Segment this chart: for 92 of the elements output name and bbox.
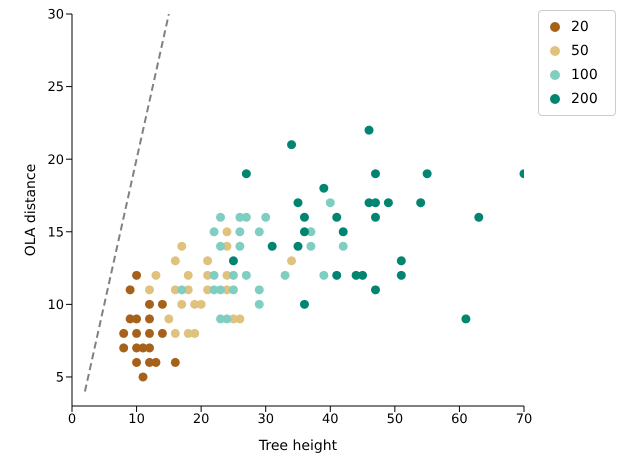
point — [216, 285, 226, 294]
point — [474, 212, 484, 222]
point — [235, 242, 244, 251]
point — [203, 256, 212, 266]
point — [384, 198, 393, 208]
point — [287, 256, 296, 266]
point — [144, 300, 154, 309]
point — [158, 328, 167, 338]
point — [126, 285, 135, 294]
point — [235, 227, 244, 236]
point — [280, 270, 290, 280]
point — [254, 300, 264, 309]
point — [144, 328, 154, 338]
y-axis-title: OLA distance — [22, 164, 39, 256]
point — [158, 300, 167, 309]
point — [132, 314, 142, 324]
y-tick-label: 10 — [47, 298, 64, 313]
point — [306, 242, 316, 251]
point — [196, 300, 206, 309]
point — [170, 358, 180, 367]
legend-label: 50 — [571, 43, 590, 59]
point — [177, 285, 186, 294]
x-tick-label: 20 — [192, 412, 210, 428]
point — [170, 256, 180, 266]
x-tick-label: 70 — [516, 412, 532, 428]
y-tick-label: 20 — [47, 152, 64, 168]
point — [364, 126, 374, 135]
y-tick-label: 5 — [56, 370, 64, 386]
point — [396, 270, 406, 280]
point — [138, 372, 148, 382]
x-tick-label: 30 — [257, 412, 274, 428]
point — [396, 256, 406, 266]
point — [293, 198, 303, 208]
point — [300, 300, 309, 309]
point — [370, 212, 380, 222]
point — [177, 242, 186, 251]
point — [228, 256, 238, 266]
point — [293, 242, 303, 251]
point — [268, 242, 277, 251]
point — [461, 314, 470, 324]
point — [144, 314, 154, 324]
point — [144, 285, 154, 294]
point — [358, 270, 368, 280]
point — [300, 227, 309, 236]
point — [338, 242, 348, 251]
legend-label: 200 — [571, 91, 599, 107]
point — [332, 212, 342, 222]
point — [184, 270, 193, 280]
point — [254, 285, 264, 294]
point — [210, 227, 219, 236]
point — [228, 285, 238, 294]
point — [319, 184, 328, 193]
x-tick-label: 0 — [68, 412, 76, 428]
legend-label: 100 — [571, 67, 599, 83]
point — [210, 270, 219, 280]
point — [177, 300, 186, 309]
point — [119, 343, 128, 352]
point — [338, 227, 348, 236]
point — [242, 270, 251, 280]
point — [216, 242, 226, 251]
point — [132, 328, 142, 338]
point — [254, 227, 264, 236]
point — [164, 314, 174, 324]
point — [242, 169, 251, 178]
y-tick-label: 30 — [47, 8, 64, 23]
legend-label: 20 — [571, 19, 590, 35]
point — [216, 212, 226, 222]
point — [170, 328, 180, 338]
point — [422, 169, 432, 178]
point — [151, 270, 160, 280]
point — [132, 358, 142, 367]
point — [119, 328, 128, 338]
point — [190, 328, 200, 338]
point — [370, 169, 380, 178]
point — [332, 270, 342, 280]
x-tick-label: 40 — [322, 412, 339, 428]
point — [326, 198, 335, 208]
point — [300, 212, 309, 222]
x-tick-label: 50 — [386, 412, 404, 428]
point — [287, 140, 296, 150]
point — [261, 212, 270, 222]
y-tick-label: 25 — [47, 80, 64, 96]
x-tick-label: 10 — [128, 412, 145, 428]
point — [416, 198, 426, 208]
x-axis-title: Tree height — [258, 438, 338, 454]
point — [222, 227, 232, 236]
y-tick-label: 15 — [47, 225, 64, 240]
point — [132, 270, 142, 280]
point — [370, 285, 380, 294]
point — [319, 270, 328, 280]
x-tick-label: 60 — [451, 412, 468, 428]
point — [228, 270, 238, 280]
